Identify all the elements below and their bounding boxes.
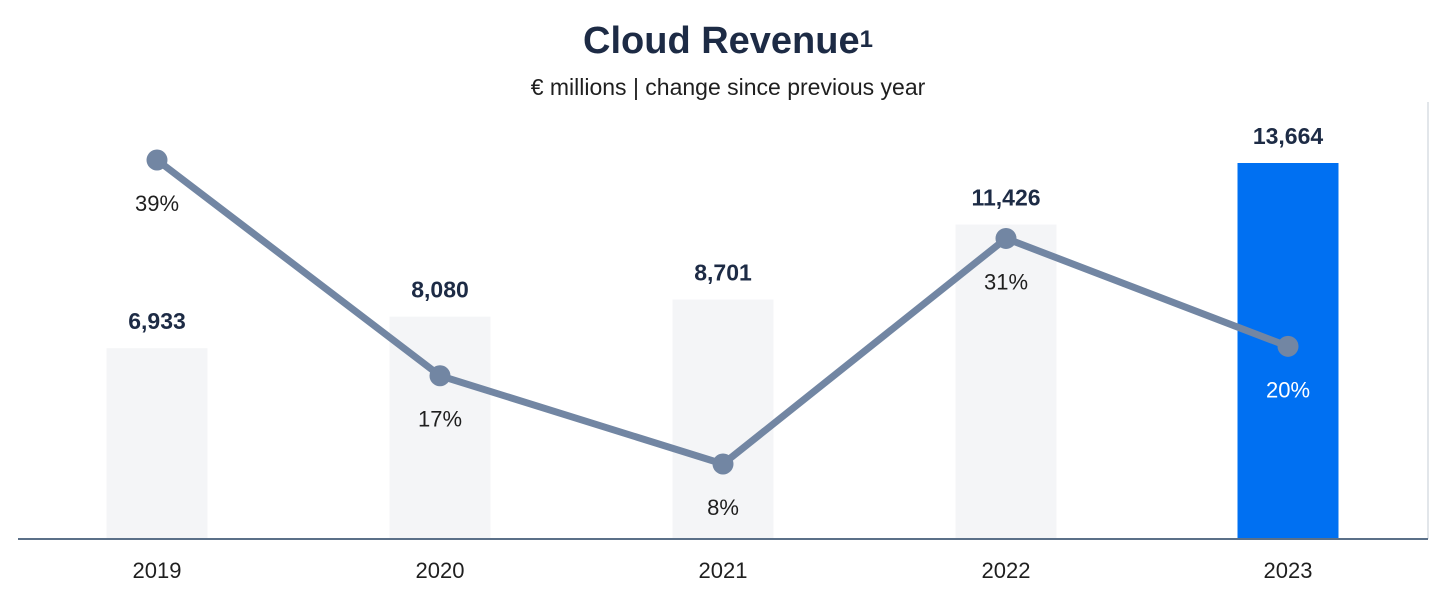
growth-marker-2021 <box>712 453 734 475</box>
bar-2022 <box>955 224 1057 540</box>
category-label-2019: 2019 <box>133 558 182 583</box>
growth-marker-2020 <box>429 365 451 387</box>
value-label-2021: 8,701 <box>694 260 752 286</box>
bar-2019 <box>106 348 208 539</box>
value-label-2019: 6,933 <box>128 308 186 334</box>
growth-marker-2019 <box>146 149 168 171</box>
category-label-2020: 2020 <box>416 558 465 583</box>
value-label-2020: 8,080 <box>411 277 469 303</box>
chart-subtitle: € millions | change since previous year <box>530 74 926 100</box>
category-label-2023: 2023 <box>1264 558 1313 583</box>
growth-label-2021: 8% <box>707 495 739 520</box>
growth-label-2022: 31% <box>984 269 1028 294</box>
growth-label-2019: 39% <box>135 191 179 216</box>
category-label-2022: 2022 <box>982 558 1031 583</box>
chart-title-text: Cloud Revenue <box>583 20 860 62</box>
category-label-2021: 2021 <box>699 558 748 583</box>
growth-marker-2022 <box>995 227 1017 249</box>
chart-title: Cloud Revenue1 <box>0 20 1456 63</box>
growth-marker-2023 <box>1277 335 1299 357</box>
growth-label-2020: 17% <box>418 407 462 432</box>
chart-title-footnote: 1 <box>859 26 873 53</box>
bar-2021 <box>672 299 774 539</box>
growth-label-2023: 20% <box>1266 377 1310 402</box>
value-label-2022: 11,426 <box>971 185 1040 211</box>
value-label-2023: 13,664 <box>1253 123 1324 149</box>
